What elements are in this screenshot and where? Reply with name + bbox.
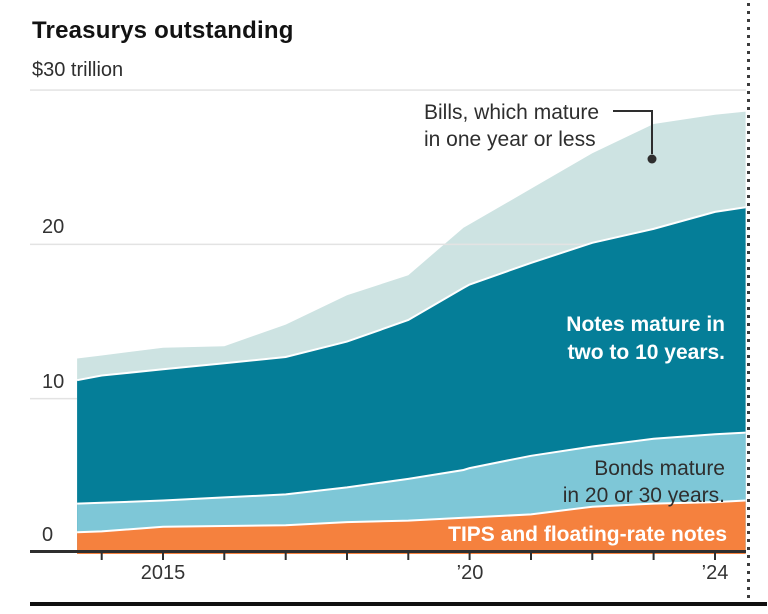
boundary-stroke <box>77 431 746 505</box>
x-axis-tick <box>530 551 532 560</box>
annotation-bills-line1: Bills, which mature <box>424 101 600 124</box>
boundary-stroke <box>77 499 746 534</box>
series-label-notes: Notes mature in two to 10 years. <box>566 311 725 367</box>
boundary-stroke <box>76 206 746 382</box>
x-axis-line <box>30 550 746 553</box>
x-axis-tick <box>162 551 164 560</box>
x-axis-tick <box>223 551 226 560</box>
bottom-rule <box>30 602 767 606</box>
series-label-tips: TIPS and floating-rate notes <box>448 523 727 546</box>
x-axis-tick <box>591 551 594 560</box>
x-axis-tick <box>714 551 716 560</box>
x-axis-tick <box>100 551 103 560</box>
x-axis-tick <box>346 551 348 560</box>
x-axis-tick <box>652 551 655 560</box>
annotation-bills-line2: in one year or less <box>424 128 596 151</box>
series-label-bonds: Bonds mature in 20 or 30 years. <box>563 455 725 509</box>
y-tick-label-0: 0 <box>42 524 54 546</box>
series-label-bonds-line2: in 20 or 30 years. <box>562 484 725 507</box>
x-axis-tick <box>284 551 287 560</box>
x-axis-tick <box>407 551 410 560</box>
x-tick-label-2020: ’20 <box>456 562 484 584</box>
gridline-30 <box>30 89 746 91</box>
page-column-divider <box>747 3 750 611</box>
annotation-dot-icon <box>647 154 657 164</box>
gridline-20 <box>30 243 746 246</box>
x-axis-tick <box>468 551 471 560</box>
chart-title: Treasurys outstanding <box>32 17 294 44</box>
series-label-bonds-line1: Bonds mature <box>594 457 725 480</box>
y-tick-label-10: 10 <box>42 371 65 393</box>
annotation-leader-line <box>613 110 653 154</box>
area-tips <box>77 500 746 554</box>
x-tick-label-2024: ’24 <box>701 562 729 584</box>
y-tick-label-20: 20 <box>42 216 65 238</box>
y-axis-unit-label: $30 trillion <box>32 59 124 81</box>
annotation-bills: Bills, which mature in one year or less <box>424 99 599 153</box>
series-label-notes-line1: Notes mature in <box>566 313 725 336</box>
series-label-notes-line2: two to 10 years. <box>567 341 725 364</box>
x-tick-label-2015: 2015 <box>140 562 186 584</box>
